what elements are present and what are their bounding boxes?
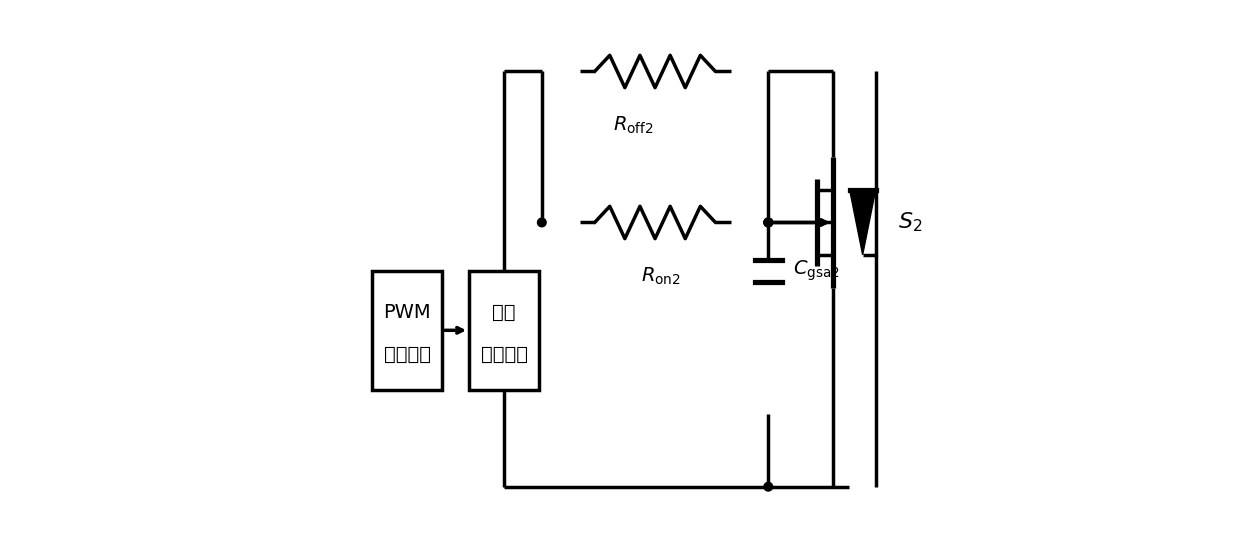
Text: 下管: 下管 — [492, 303, 516, 322]
Polygon shape — [849, 190, 875, 255]
Circle shape — [764, 218, 773, 227]
Bar — [372, 271, 441, 390]
Text: $R_{\mathrm{off2}}$: $R_{\mathrm{off2}}$ — [613, 115, 653, 136]
Text: 驱动电路: 驱动电路 — [481, 345, 527, 364]
Text: $C_{\mathrm{gsa2}}$: $C_{\mathrm{gsa2}}$ — [792, 259, 839, 283]
Text: $S_2$: $S_2$ — [898, 211, 923, 234]
Text: PWM: PWM — [383, 303, 430, 322]
Text: $R_{\mathrm{on2}}$: $R_{\mathrm{on2}}$ — [641, 266, 681, 287]
Bar — [469, 271, 539, 390]
Circle shape — [537, 218, 546, 227]
Circle shape — [764, 482, 773, 491]
Text: 驱动信号: 驱动信号 — [383, 345, 430, 364]
Circle shape — [764, 218, 773, 227]
Circle shape — [764, 218, 773, 227]
